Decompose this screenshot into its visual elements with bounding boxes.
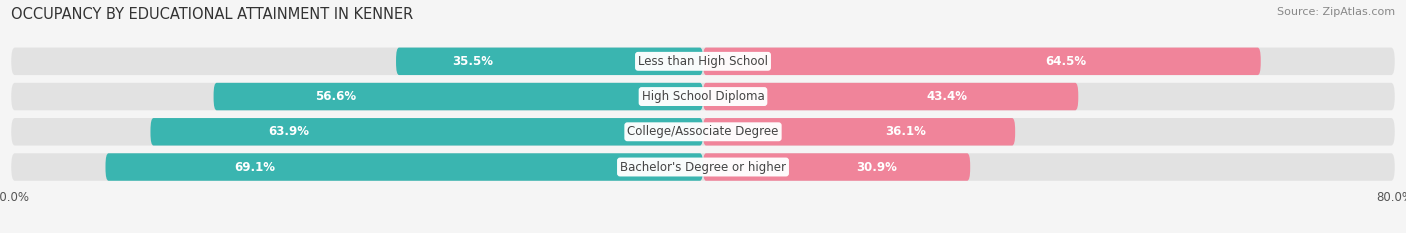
Text: 69.1%: 69.1% <box>235 161 276 174</box>
Text: 56.6%: 56.6% <box>315 90 357 103</box>
FancyBboxPatch shape <box>105 153 703 181</box>
FancyBboxPatch shape <box>703 153 970 181</box>
FancyBboxPatch shape <box>11 118 1395 146</box>
FancyBboxPatch shape <box>703 48 1261 75</box>
FancyBboxPatch shape <box>214 83 703 110</box>
FancyBboxPatch shape <box>396 48 703 75</box>
FancyBboxPatch shape <box>11 83 1395 110</box>
Text: Source: ZipAtlas.com: Source: ZipAtlas.com <box>1277 7 1395 17</box>
Text: 63.9%: 63.9% <box>269 125 309 138</box>
FancyBboxPatch shape <box>11 48 1395 75</box>
Text: OCCUPANCY BY EDUCATIONAL ATTAINMENT IN KENNER: OCCUPANCY BY EDUCATIONAL ATTAINMENT IN K… <box>11 7 413 22</box>
FancyBboxPatch shape <box>703 83 1078 110</box>
Text: Bachelor's Degree or higher: Bachelor's Degree or higher <box>620 161 786 174</box>
FancyBboxPatch shape <box>150 118 703 146</box>
Text: College/Associate Degree: College/Associate Degree <box>627 125 779 138</box>
Text: 43.4%: 43.4% <box>927 90 967 103</box>
Text: High School Diploma: High School Diploma <box>641 90 765 103</box>
Text: 35.5%: 35.5% <box>453 55 494 68</box>
Text: 64.5%: 64.5% <box>1045 55 1085 68</box>
Text: Less than High School: Less than High School <box>638 55 768 68</box>
FancyBboxPatch shape <box>703 118 1015 146</box>
Text: 30.9%: 30.9% <box>856 161 897 174</box>
Text: 36.1%: 36.1% <box>886 125 927 138</box>
FancyBboxPatch shape <box>11 153 1395 181</box>
